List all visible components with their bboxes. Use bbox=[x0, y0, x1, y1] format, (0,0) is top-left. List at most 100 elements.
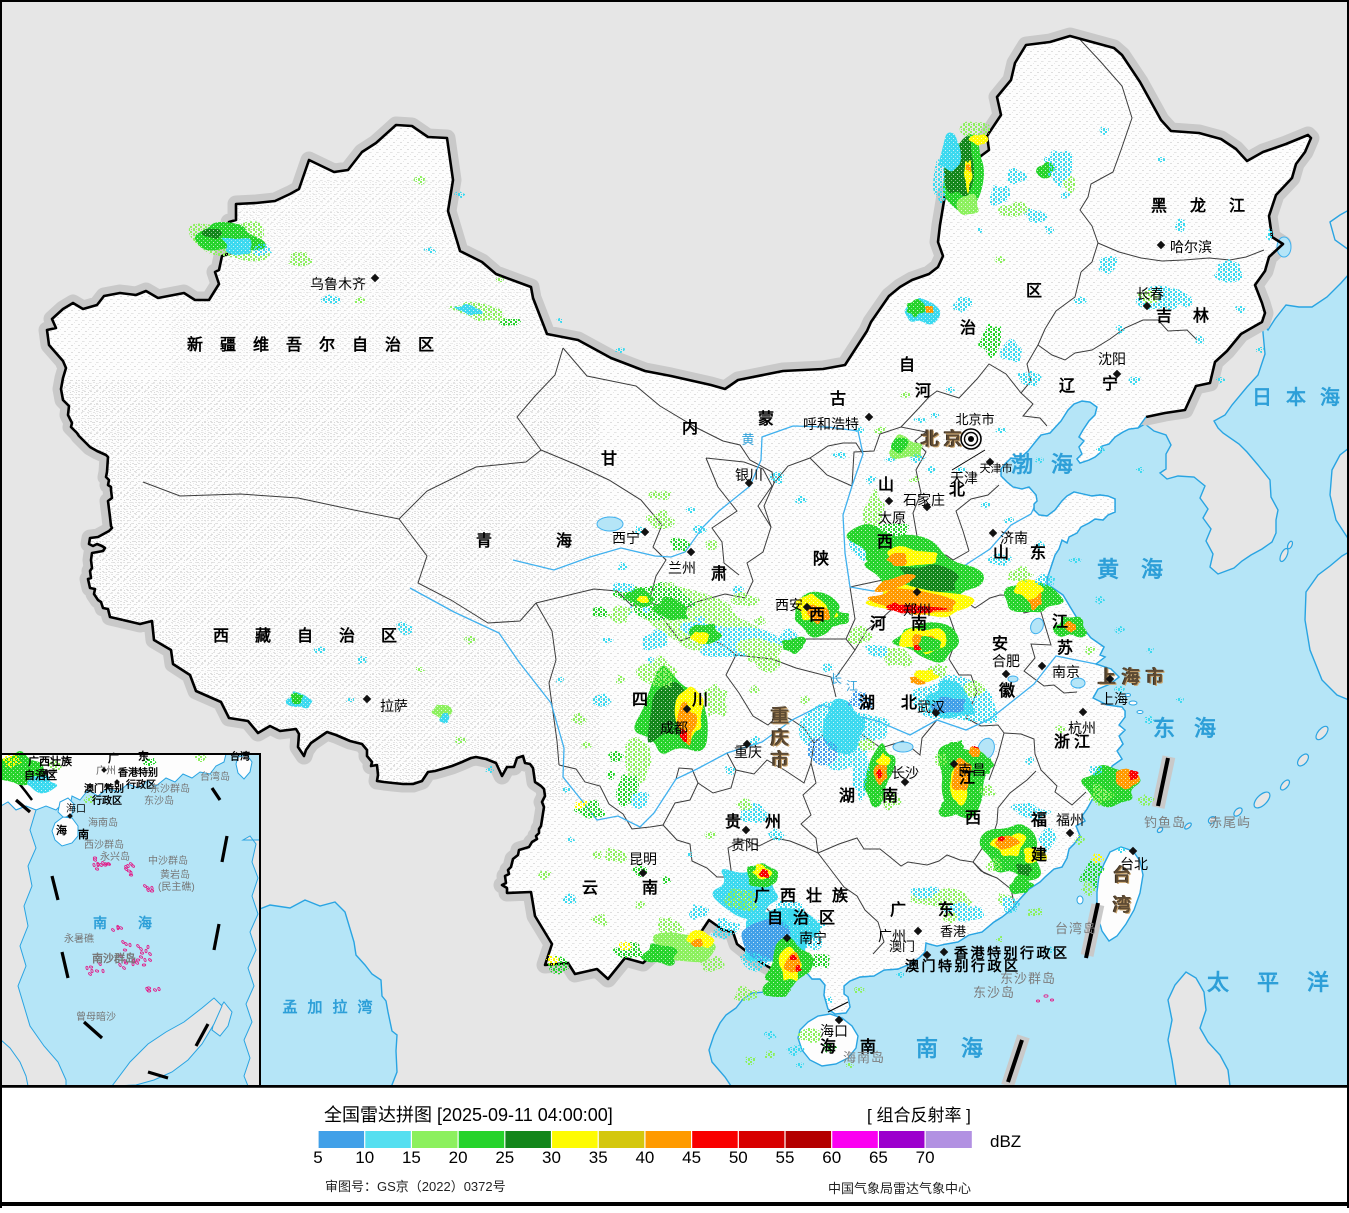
svg-text:50: 50 bbox=[729, 1148, 748, 1167]
svg-text:维: 维 bbox=[253, 335, 269, 354]
svg-text:拉: 拉 bbox=[332, 998, 347, 1016]
svg-text:永兴岛: 永兴岛 bbox=[100, 850, 130, 863]
svg-text:审图号：GS京（2022）0372号: 审图号：GS京（2022）0372号 bbox=[325, 1179, 506, 1194]
svg-text:区: 区 bbox=[381, 627, 397, 645]
svg-text:澳门: 澳门 bbox=[889, 939, 915, 954]
svg-text:乌鲁木齐: 乌鲁木齐 bbox=[310, 276, 366, 292]
svg-text:海: 海 bbox=[138, 915, 152, 931]
svg-text:贵: 贵 bbox=[725, 812, 741, 831]
svg-text:龙: 龙 bbox=[1189, 196, 1206, 215]
svg-text:南宁: 南宁 bbox=[799, 930, 827, 946]
svg-text:海: 海 bbox=[820, 1037, 836, 1056]
svg-text:南昌: 南昌 bbox=[958, 762, 986, 778]
svg-text:甘: 甘 bbox=[601, 450, 617, 468]
svg-text:蒙: 蒙 bbox=[758, 409, 774, 428]
svg-text:南宁: 南宁 bbox=[38, 767, 58, 780]
svg-text:全国雷达拼图 [2025-09-11 04:00:00]: 全国雷达拼图 [2025-09-11 04:00:00] bbox=[324, 1105, 613, 1125]
svg-text:海口: 海口 bbox=[66, 802, 86, 815]
svg-text:西: 西 bbox=[877, 533, 893, 551]
svg-text:东: 东 bbox=[1153, 716, 1175, 741]
svg-text:广西壮族: 广西壮族 bbox=[28, 754, 73, 768]
svg-text:本: 本 bbox=[1286, 386, 1306, 409]
svg-text:区: 区 bbox=[819, 909, 835, 927]
svg-text:广州: 广州 bbox=[878, 928, 906, 944]
svg-text:陕: 陕 bbox=[813, 549, 829, 568]
svg-text:吉: 吉 bbox=[1156, 306, 1172, 325]
svg-text:湖: 湖 bbox=[839, 787, 855, 805]
svg-text:黄岩岛: 黄岩岛 bbox=[160, 868, 190, 881]
svg-text:壮: 壮 bbox=[806, 886, 822, 905]
svg-text:藏: 藏 bbox=[255, 626, 271, 645]
svg-text:太原: 太原 bbox=[878, 510, 906, 526]
svg-text:呼和浩特: 呼和浩特 bbox=[803, 416, 859, 432]
svg-text:山: 山 bbox=[878, 476, 894, 494]
svg-text:广: 广 bbox=[754, 886, 770, 905]
svg-text:海: 海 bbox=[56, 823, 67, 837]
svg-text:自: 自 bbox=[352, 335, 368, 354]
svg-text:钓鱼岛: 钓鱼岛 bbox=[1144, 815, 1186, 830]
svg-text:湾: 湾 bbox=[1113, 894, 1131, 915]
svg-text:海: 海 bbox=[1194, 716, 1216, 741]
svg-text:北: 北 bbox=[901, 694, 917, 712]
svg-text:上: 上 bbox=[1098, 667, 1116, 687]
svg-text:市: 市 bbox=[1146, 666, 1164, 687]
svg-text:湖: 湖 bbox=[859, 694, 875, 712]
svg-text:区: 区 bbox=[1026, 282, 1042, 300]
svg-text:石家庄: 石家庄 bbox=[903, 492, 945, 508]
svg-text:台湾岛: 台湾岛 bbox=[1055, 921, 1097, 936]
svg-text:台: 台 bbox=[1113, 864, 1131, 885]
svg-text:海: 海 bbox=[1141, 557, 1163, 582]
svg-text:dBZ: dBZ bbox=[990, 1132, 1021, 1151]
svg-text:徽: 徽 bbox=[998, 681, 1016, 700]
svg-text:60: 60 bbox=[822, 1148, 841, 1167]
svg-text:澳门特别: 澳门特别 bbox=[84, 782, 124, 795]
svg-text:庆: 庆 bbox=[771, 727, 789, 748]
svg-text:中沙群岛: 中沙群岛 bbox=[148, 854, 188, 867]
svg-text:黑: 黑 bbox=[1151, 197, 1167, 215]
svg-text:自: 自 bbox=[767, 908, 783, 927]
svg-text:海南岛: 海南岛 bbox=[843, 1050, 885, 1065]
svg-text:西沙群岛: 西沙群岛 bbox=[84, 838, 124, 851]
svg-text:合肥: 合肥 bbox=[992, 653, 1020, 669]
svg-text:[ 组合反射率 ]: [ 组合反射率 ] bbox=[867, 1106, 971, 1125]
svg-text:自治区: 自治区 bbox=[24, 768, 57, 782]
svg-text:台北: 台北 bbox=[1120, 856, 1148, 872]
svg-text:行政区: 行政区 bbox=[125, 778, 156, 791]
svg-text:南: 南 bbox=[911, 614, 927, 633]
svg-text:古: 古 bbox=[830, 389, 846, 408]
svg-text:平: 平 bbox=[1257, 970, 1279, 995]
svg-text:25: 25 bbox=[495, 1148, 514, 1167]
svg-text:沈阳: 沈阳 bbox=[1098, 351, 1126, 367]
svg-text:杭州: 杭州 bbox=[1068, 720, 1096, 736]
svg-text:加: 加 bbox=[306, 999, 322, 1016]
svg-text:日: 日 bbox=[1252, 387, 1272, 409]
svg-text:治: 治 bbox=[339, 626, 355, 645]
svg-text:东: 东 bbox=[938, 900, 954, 919]
svg-text:江: 江 bbox=[1229, 197, 1245, 215]
svg-text:贵阳: 贵阳 bbox=[731, 837, 759, 853]
svg-text:北: 北 bbox=[921, 429, 939, 449]
svg-text:行政区: 行政区 bbox=[91, 794, 122, 807]
svg-text:四: 四 bbox=[632, 692, 648, 709]
svg-text:浙: 浙 bbox=[1054, 732, 1070, 751]
svg-text:内: 内 bbox=[682, 418, 698, 437]
svg-text:15: 15 bbox=[402, 1148, 421, 1167]
svg-text:海: 海 bbox=[1320, 385, 1340, 409]
svg-text:35: 35 bbox=[589, 1148, 608, 1167]
svg-text:重: 重 bbox=[771, 705, 789, 726]
svg-text:长: 长 bbox=[830, 672, 842, 686]
svg-text:香港特别: 香港特别 bbox=[118, 766, 158, 779]
svg-text:银川: 银川 bbox=[735, 467, 763, 483]
svg-text:武汉: 武汉 bbox=[917, 699, 945, 715]
svg-text:海: 海 bbox=[556, 531, 572, 550]
svg-text:苏: 苏 bbox=[1057, 638, 1073, 657]
svg-text:黄: 黄 bbox=[741, 432, 754, 447]
svg-text:自: 自 bbox=[297, 626, 313, 645]
svg-text:江: 江 bbox=[959, 769, 975, 787]
svg-text:西: 西 bbox=[780, 887, 796, 905]
svg-text:香港: 香港 bbox=[940, 924, 966, 939]
svg-text:郑州: 郑州 bbox=[903, 602, 931, 618]
svg-text:湾: 湾 bbox=[357, 998, 372, 1016]
svg-text:台湾: 台湾 bbox=[230, 750, 250, 763]
svg-text:澳门特别行政区: 澳门特别行政区 bbox=[905, 958, 1021, 974]
